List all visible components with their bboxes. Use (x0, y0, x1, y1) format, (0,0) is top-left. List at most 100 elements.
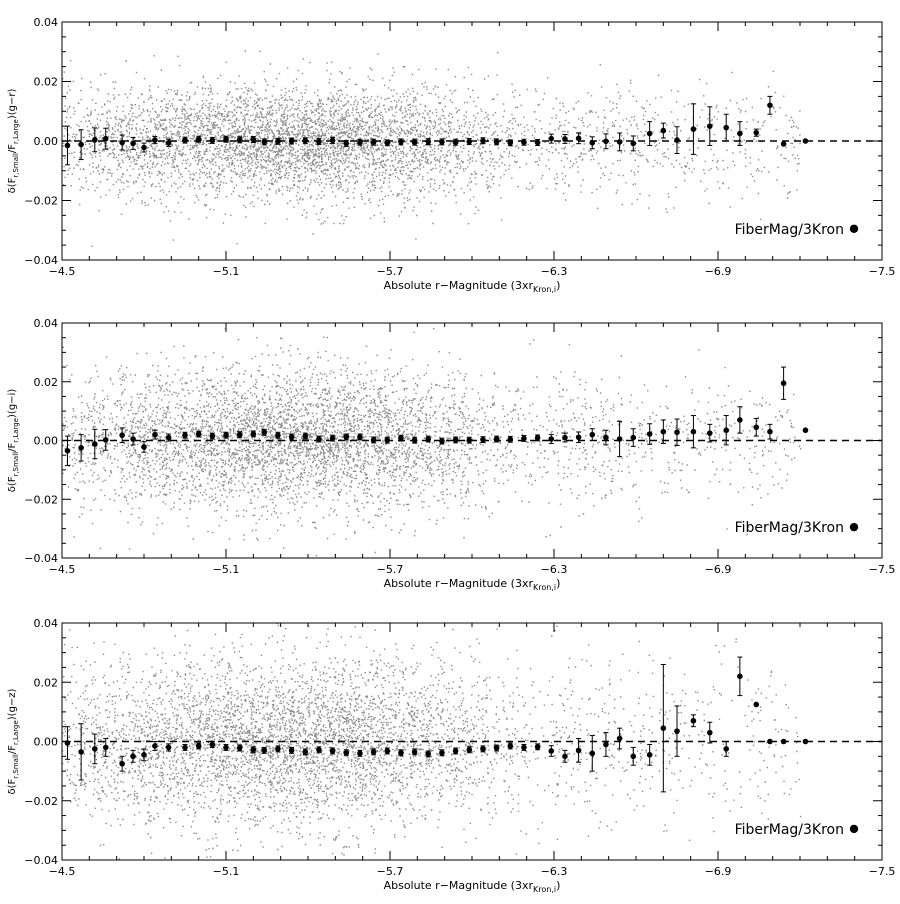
mean-point (780, 141, 787, 147)
mean-point (250, 136, 257, 143)
mean-point (209, 433, 216, 439)
mean-point (425, 751, 432, 757)
x-tick-label: −7.5 (869, 563, 896, 576)
x-tick-label: −7.5 (869, 265, 896, 278)
mean-point (493, 139, 500, 145)
mean-point (384, 437, 391, 444)
mean-point (480, 436, 486, 443)
mean-point (534, 435, 541, 441)
mean-point (343, 434, 350, 440)
mean-point (616, 139, 623, 145)
mean-point (690, 428, 697, 435)
mean-point (141, 144, 147, 151)
mean-point (707, 729, 713, 736)
mean-point (119, 432, 125, 439)
mean-point (616, 436, 623, 442)
mean-point (660, 725, 667, 731)
scatter-cloud (62, 327, 802, 557)
y-tick-label: 0.02 (34, 676, 59, 689)
y-axis-label: δ(Fr,Small/Fr,Large)(g−r) (7, 89, 20, 194)
y-tick-label: 0.00 (34, 435, 59, 448)
mean-point (152, 431, 158, 438)
mean-point (223, 432, 229, 439)
mean-point (275, 432, 281, 439)
mean-point (357, 434, 363, 440)
mean-point (737, 417, 743, 423)
mean-point (78, 141, 84, 148)
x-axis-label: Absolute r−Magnitude (3xrKron,i) (384, 577, 561, 592)
mean-point (302, 137, 309, 144)
mean-point (466, 437, 473, 444)
x-tick-label: −5.7 (377, 563, 404, 576)
mean-point (707, 430, 713, 436)
mean-point (329, 435, 336, 441)
legend-marker (849, 824, 859, 834)
mean-point (195, 743, 202, 749)
mean-point (261, 139, 268, 145)
x-tick-label: −5.7 (377, 865, 404, 878)
mean-point (562, 434, 568, 441)
mean-point (152, 137, 158, 143)
mean-point (165, 139, 172, 146)
mean-point (182, 432, 188, 439)
mean-point (646, 752, 653, 758)
y-tick-label: 0.04 (34, 16, 59, 29)
mean-point (343, 140, 350, 147)
mean-point (398, 749, 404, 756)
mean-point (182, 744, 188, 751)
mean-point (288, 138, 295, 144)
mean-point (480, 746, 486, 752)
mean-point (646, 130, 653, 137)
x-tick-label: −6.3 (541, 265, 568, 278)
mean-point (548, 748, 555, 754)
binned-means (64, 656, 809, 793)
mean-point (780, 738, 787, 745)
mean-point (92, 746, 98, 752)
mean-point (384, 139, 391, 146)
x-tick-label: −5.1 (213, 865, 240, 878)
mean-point (411, 437, 418, 444)
mean-point (236, 137, 243, 143)
mean-point (102, 135, 109, 142)
mean-point (398, 435, 404, 441)
mean-point (616, 735, 623, 742)
mean-point (439, 749, 445, 756)
mean-point (493, 745, 500, 751)
binned-means (64, 95, 809, 166)
mean-point (316, 436, 322, 442)
mean-point (690, 126, 697, 132)
mean-point (261, 429, 268, 436)
x-tick-label: −6.9 (705, 265, 732, 278)
legend-marker (849, 522, 859, 532)
mean-point (209, 741, 216, 748)
mean-point (130, 140, 136, 147)
mean-point (589, 431, 596, 438)
mean-point (548, 436, 555, 442)
x-tick-label: −4.5 (49, 865, 76, 878)
mean-point (780, 380, 787, 387)
mean-point (411, 139, 418, 145)
mean-point (288, 747, 295, 754)
mean-point (534, 139, 541, 146)
y-tick-label: 0.04 (34, 317, 59, 330)
mean-point (452, 748, 459, 754)
mean-point (92, 137, 98, 143)
mean-point (102, 744, 109, 751)
y-tick-label: 0.02 (34, 76, 59, 89)
mean-point (674, 429, 680, 436)
mean-point (343, 749, 350, 756)
x-tick-label: −4.5 (49, 563, 76, 576)
mean-point (562, 136, 568, 142)
y-tick-label: −0.04 (24, 552, 58, 565)
mean-point (236, 431, 243, 438)
mean-point (119, 760, 125, 767)
x-tick-label: −6.3 (541, 563, 568, 576)
mean-point (165, 744, 172, 751)
panel-1: −4.5 −5.1 −5.7 −6.3 −6.9 −7.5 −0.04 −0.02 0.00 0.… (7, 16, 895, 294)
mean-point (589, 139, 596, 146)
mean-point (630, 753, 637, 760)
mean-point (384, 748, 391, 754)
mean-point (329, 137, 336, 144)
x-tick-label: −5.7 (377, 265, 404, 278)
mean-point (707, 123, 713, 129)
